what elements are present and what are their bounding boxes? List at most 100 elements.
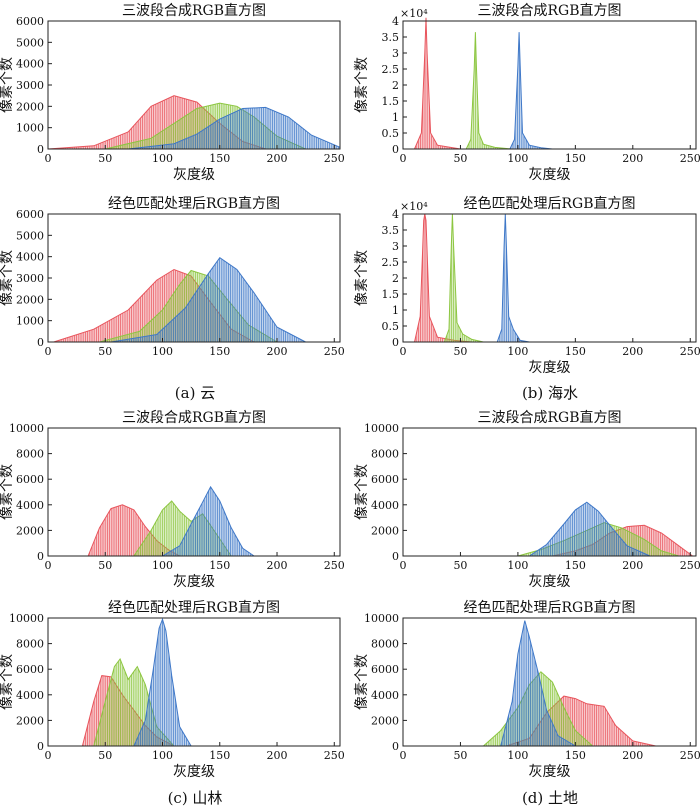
- x-tick-label: 0: [45, 749, 52, 762]
- y-tick-label: 0: [392, 336, 399, 349]
- plot-frame: [402, 213, 697, 343]
- x-tick-label: 200: [622, 345, 643, 358]
- x-tick-label: 100: [507, 152, 528, 165]
- series-area-green: [444, 214, 484, 342]
- x-tick-label: 250: [324, 152, 345, 165]
- y-tick-label: 6000: [371, 663, 399, 676]
- series-area-red: [48, 95, 266, 149]
- y-tick-label: 6000: [16, 473, 44, 486]
- y-tick-label: 4: [392, 208, 399, 221]
- series-outline-blue: [133, 617, 192, 747]
- series-outline-red: [506, 695, 656, 747]
- chart-a-bottom: 0 50 100 150 200 250 0 1000 2000 3000 4000 5000 6000…: [0, 195, 345, 358]
- y-tick-label: 2: [392, 79, 399, 92]
- y-tick-label: 2.5: [382, 256, 400, 269]
- x-tick-label: 100: [507, 345, 528, 358]
- y-axis-label: 像素个数: [0, 464, 15, 520]
- x-tick-label: 0: [400, 152, 407, 165]
- chart-title: 三波段合成RGB直方图: [122, 409, 266, 426]
- x-axis-label: 灰度级: [173, 167, 215, 183]
- x-tick-label: 100: [152, 152, 173, 165]
- x-tick-label: 50: [98, 749, 112, 762]
- x-tick-label: 150: [565, 749, 586, 762]
- y-tick-label: 1: [392, 111, 399, 124]
- x-tick-label: 200: [267, 345, 288, 358]
- y-tick-label: 2000: [371, 714, 399, 727]
- chart-c-bottom: 0 50 100 150 200 250 0 2000 4000 6000 8000 10000 经色匹…: [0, 599, 345, 780]
- x-tick-label: 250: [324, 559, 345, 572]
- x-tick-label: 50: [98, 152, 112, 165]
- x-tick-label: 100: [152, 559, 173, 572]
- y-exponent-label: ×10⁴: [400, 7, 428, 20]
- y-tick-label: 4: [392, 15, 399, 28]
- y-tick-label: 2: [392, 272, 399, 285]
- x-tick-label: 150: [209, 345, 230, 358]
- y-axis-label: 像素个数: [354, 654, 370, 710]
- x-tick-label: 0: [400, 345, 407, 358]
- series-bars-red: [415, 214, 472, 342]
- x-tick-label: 200: [267, 152, 288, 165]
- x-tick-label: 150: [209, 152, 230, 165]
- series-outline-green: [99, 269, 278, 343]
- chart-d-top: 0 50 100 150 200 250 0 2000 4000 6000 8000 10000 三波段…: [354, 409, 700, 590]
- y-tick-label: 4000: [16, 499, 44, 512]
- x-tick-label: 250: [680, 559, 700, 572]
- series-area-red: [414, 17, 461, 149]
- series-area-green: [105, 103, 306, 149]
- x-tick-label: 50: [453, 749, 467, 762]
- x-axis-label: 灰度级: [529, 574, 571, 590]
- series-bars-green: [466, 32, 512, 149]
- series-bars-blue: [497, 214, 529, 342]
- caption-c: (c) 山林: [167, 789, 223, 807]
- y-tick-label: 2000: [16, 714, 44, 727]
- y-tick-label: 2000: [16, 100, 44, 113]
- plot-frame: [402, 617, 697, 747]
- series-outline-green: [133, 500, 232, 557]
- chart-title: 经色匹配处理后RGB直方图: [108, 599, 280, 616]
- y-tick-label: 4000: [371, 689, 399, 702]
- series-outline-blue: [500, 620, 576, 747]
- y-axis-label: 像素个数: [0, 250, 15, 306]
- series-outline-green: [105, 102, 306, 150]
- y-tick-label: 10000: [364, 422, 399, 435]
- series-outline-blue: [529, 501, 651, 557]
- y-tick-label: 3000: [16, 272, 44, 285]
- y-tick-label: 6000: [16, 663, 44, 676]
- plot-frame: [402, 427, 697, 557]
- series-bars-red: [552, 525, 692, 556]
- y-tick-label: 0: [37, 740, 44, 753]
- x-tick-label: 250: [324, 749, 345, 762]
- y-tick-label: 3: [392, 47, 399, 60]
- y-tick-label: 4000: [16, 689, 44, 702]
- y-tick-label: 1.5: [382, 288, 400, 301]
- chart-a-top: 0 50 100 150 200 250 0 1000 2000 3000 4000 5000 6000…: [0, 2, 345, 183]
- y-tick-label: 0.5: [382, 320, 400, 333]
- y-tick-label: 4000: [16, 251, 44, 264]
- y-tick-label: 0: [37, 550, 44, 563]
- y-tick-label: 0: [37, 336, 44, 349]
- y-tick-label: 0.5: [382, 127, 400, 140]
- y-tick-label: 2.5: [382, 63, 400, 76]
- y-tick-label: 4000: [371, 499, 399, 512]
- plot-frame: [402, 20, 697, 150]
- x-axis-label: 灰度级: [529, 360, 571, 376]
- x-tick-label: 150: [565, 345, 586, 358]
- series-outline-red: [414, 17, 461, 150]
- chart-title: 三波段合成RGB直方图: [122, 2, 266, 19]
- x-tick-label: 50: [453, 345, 467, 358]
- y-axis-label: 像素个数: [0, 57, 15, 113]
- x-tick-label: 200: [622, 749, 643, 762]
- series-outline-red: [53, 268, 255, 343]
- series-area-blue: [509, 32, 553, 150]
- y-tick-label: 8000: [16, 638, 44, 651]
- chart-title: 经色匹配处理后RGB直方图: [463, 599, 635, 616]
- x-tick-label: 0: [45, 559, 52, 572]
- y-tick-label: 2000: [16, 524, 44, 537]
- x-tick-label: 100: [152, 749, 173, 762]
- y-axis-label: 像素个数: [354, 57, 370, 113]
- x-tick-label: 50: [98, 345, 112, 358]
- series-outline-green: [93, 657, 175, 747]
- x-tick-label: 200: [622, 152, 643, 165]
